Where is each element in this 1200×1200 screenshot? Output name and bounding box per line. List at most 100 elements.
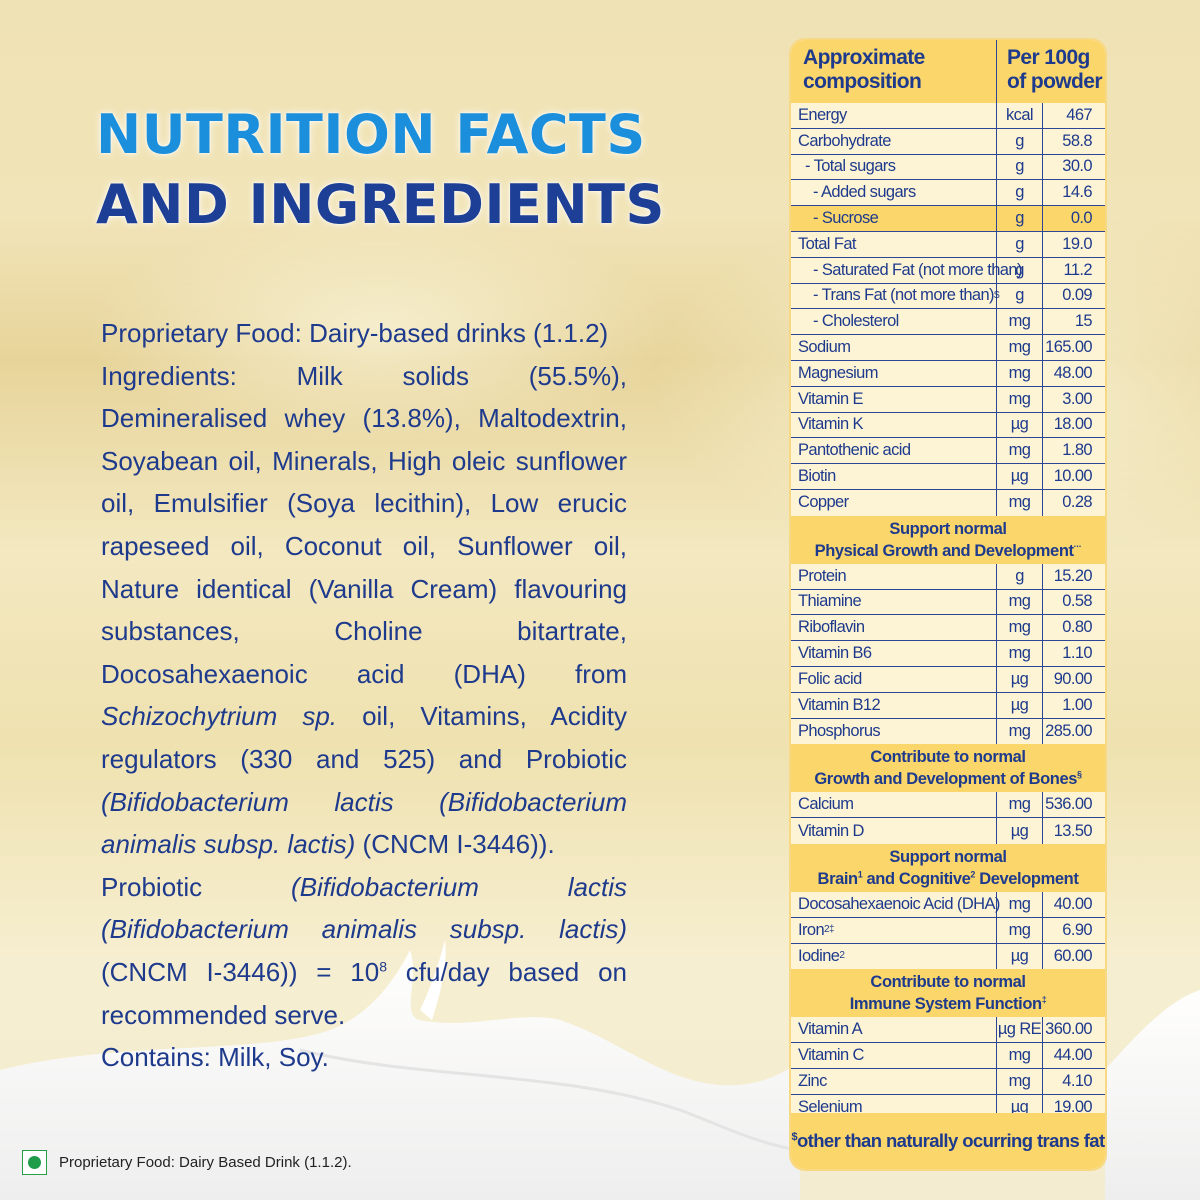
probiotic-statement: Probiotic (Bifidobacterium lactis (Bifid… <box>101 871 627 1030</box>
nutrient-name: Phosphorus <box>791 718 997 745</box>
nutrient-name: Zinc <box>791 1068 997 1094</box>
table-row: Total Fat g 19.0 <box>791 231 1105 258</box>
table-row: Phosphorus mg 285.00 <box>791 718 1105 745</box>
veg-note-text: Proprietary Food: Dairy Based Drink (1.1… <box>59 1154 352 1171</box>
nutrient-value: 40.00 <box>1053 894 1093 913</box>
nutrient-value: 19.00 <box>1053 1098 1093 1117</box>
section-header: Contribute to normal Immune System Functi… <box>791 969 1105 1018</box>
nutrient-unit: mg <box>997 335 1043 360</box>
nutrient-name: Thiamine <box>791 589 997 615</box>
nutrient-value: 13.50 <box>1053 821 1093 840</box>
nutrition-rows-main: Energy kcal 467 Carbohydrate g 58.8- Total su… <box>791 103 1105 516</box>
nutrient-value: 11.2 <box>1063 260 1093 279</box>
nutrition-footnote: $other than naturally ocurring trans fat <box>791 1113 1105 1169</box>
nutrient-name: Total Fat <box>791 231 997 257</box>
nutrient-value: 6.90 <box>1062 920 1092 939</box>
nutrient-name: Docosahexaenoic Acid (DHA) <box>791 891 1000 917</box>
nutrient-unit: mg <box>997 386 1043 412</box>
nutrient-unit: g <box>997 206 1043 231</box>
nutrient-value: 0.0 <box>1070 209 1093 228</box>
nutrient-value: 4.10 <box>1062 1071 1092 1090</box>
nutrient-value: 60.00 <box>1053 946 1093 965</box>
nutrient-name: - Trans Fat (not more than) $ <box>791 283 1000 309</box>
ingredients-list: Ingredients: Milk solids (55.5%), Demine… <box>101 360 627 860</box>
nutrition-sections: Support normal Physical Growth and Develo… <box>791 515 1105 1121</box>
nutrient-value: 19.0 <box>1062 234 1092 253</box>
nutrient-name: - Cholesterol <box>791 309 997 335</box>
nutrient-name: Calcium <box>791 792 997 818</box>
table-row: - Trans Fat (not more than) $ g 0.09 <box>791 283 1105 310</box>
nutrient-unit: mg <box>997 641 1043 666</box>
nutrient-value: 44.00 <box>1053 1046 1093 1064</box>
nutrient-name: Carbohydrate <box>791 128 997 154</box>
table-row: - Sucrose g 0.0 <box>791 206 1105 232</box>
nutrient-name: Selenium <box>791 1094 997 1121</box>
nutrient-value: 18.00 <box>1053 415 1093 434</box>
table-row: Sodium mg 165.00 <box>791 335 1105 361</box>
table-row: Riboflavin mg 0.80 <box>791 615 1105 642</box>
nutrient-unit: mg <box>997 589 1043 615</box>
nutrient-unit: g <box>997 283 1043 309</box>
nutrient-name: Vitamin B12 <box>791 692 997 718</box>
nutrient-unit: µg <box>997 464 1043 489</box>
nutrition-table: Approximate composition Per 100g of powd… <box>791 40 1105 1169</box>
nutrient-unit: kcal <box>997 103 1043 128</box>
table-row: Carbohydrate g 58.8 <box>791 128 1105 155</box>
nutrient-unit: µg <box>997 943 1043 970</box>
table-row: Protein g 15.20 <box>791 563 1105 590</box>
nutrient-unit: mg <box>997 360 1043 386</box>
nutrient-unit: mg <box>997 489 1043 516</box>
table-row: - Total sugars g 30.0 <box>791 154 1105 181</box>
nutrient-value: 0.09 <box>1062 286 1092 305</box>
table-row: Iodine 2 µg 60.00 <box>791 943 1105 970</box>
title-line-1: NUTRITION FACTS <box>96 103 646 166</box>
header-composition: Approximate composition <box>791 40 997 103</box>
nutrient-value: 14.6 <box>1062 183 1092 202</box>
table-row: Thiamine mg 0.58 <box>791 589 1105 616</box>
nutrient-name: Vitamin D <box>791 818 997 844</box>
nutrient-unit: µg <box>997 1094 1043 1121</box>
nutrient-name: Iodine 2 <box>791 943 997 970</box>
nutrient-unit: mg <box>997 309 1043 335</box>
table-row: Zinc mg 4.10 <box>791 1068 1105 1095</box>
nutrient-unit: g <box>997 154 1043 180</box>
nutrient-unit: mg <box>997 792 1043 818</box>
nutrient-unit: mg <box>997 891 1043 917</box>
table-row: Energy kcal 467 <box>791 103 1105 129</box>
table-row: Docosahexaenoic Acid (DHA) mg 40.00 <box>791 891 1105 918</box>
nutrient-unit: g <box>997 180 1043 206</box>
nutrient-value: 0.28 <box>1062 493 1092 512</box>
allergen-statement: Contains: Milk, Soy. <box>101 1042 329 1073</box>
nutrient-name: - Added sugars <box>791 180 997 206</box>
nutrient-unit: µg <box>997 818 1043 844</box>
nutrient-name: Biotin <box>791 464 997 489</box>
veg-mark-icon <box>22 1150 47 1175</box>
product-category: Proprietary Food: Dairy-based drinks (1.… <box>101 318 609 348</box>
nutrient-unit: µg RE <box>997 1017 1043 1043</box>
table-row: Copper mg 0.28 <box>791 489 1105 516</box>
nutrient-value: 58.8 <box>1062 131 1092 150</box>
nutrient-name: Vitamin B6 <box>791 641 997 666</box>
header-per-100g: Per 100g of powder <box>1007 46 1103 93</box>
section-header: Support normal Brain1 and Cognitive2 Deve… <box>791 843 1105 892</box>
nutrient-name: - Saturated Fat (not more than) <box>791 257 1022 283</box>
nutrient-value: 0.80 <box>1062 618 1092 637</box>
ingredients-block: Proprietary Food: Dairy-based drinks (1.… <box>101 312 627 1079</box>
table-row: Magnesium mg 48.00 <box>791 360 1105 387</box>
nutrient-name: Riboflavin <box>791 615 997 641</box>
veg-note: Proprietary Food: Dairy Based Drink (1.1… <box>22 1150 352 1175</box>
nutrient-value: 165.00 <box>1045 338 1092 357</box>
table-row: Selenium µg 19.00 <box>791 1094 1105 1121</box>
nutrient-unit: mg <box>997 438 1043 464</box>
nutrient-value: 0.58 <box>1062 592 1092 611</box>
nutrient-unit: µg <box>997 692 1043 718</box>
table-row: - Added sugars g 14.6 <box>791 180 1105 207</box>
section-header: Contribute to normal Growth and Developme… <box>791 744 1105 793</box>
table-row: Calcium mg 536.00 <box>791 792 1105 819</box>
nutrient-name: Iron 2‡ <box>791 917 997 943</box>
nutrient-name: Vitamin E <box>791 386 997 412</box>
